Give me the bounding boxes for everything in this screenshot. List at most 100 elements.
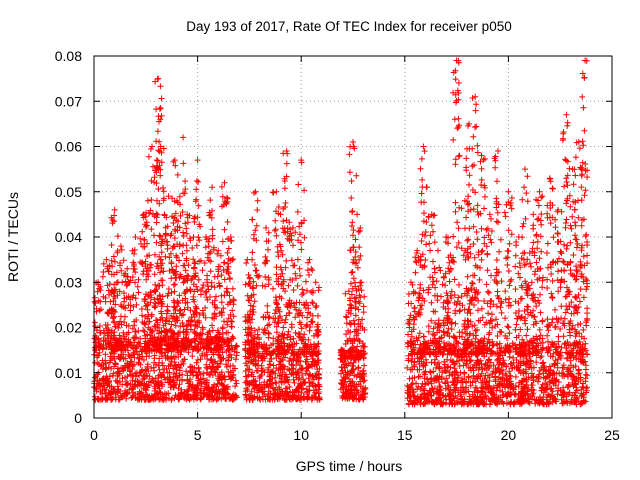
data-point [174,393,181,400]
data-point [96,307,103,314]
data-point [473,101,480,108]
data-point [288,324,295,331]
chart-title: Day 193 of 2017, Rate Of TEC Index for r… [186,19,511,34]
data-point [456,152,463,159]
data-point [243,260,250,266]
data-point [478,225,485,232]
data-point [410,321,417,328]
data-point [488,239,495,246]
data-point [172,354,179,361]
data-point [203,364,210,371]
data-point [187,363,194,370]
data-point [294,256,301,263]
data-point [115,340,122,346]
data-point [124,360,131,367]
data-point [305,259,311,266]
data-point [296,265,303,272]
data-point [430,258,436,265]
data-point [356,227,363,234]
data-point [136,355,143,361]
data-point [455,225,462,232]
data-point [100,327,107,334]
data-point [174,171,181,178]
data-point [251,298,258,305]
data-point [95,361,102,368]
data-point [273,232,280,239]
data-point [138,368,145,375]
data-point [123,322,130,329]
data-point [158,373,165,380]
data-point [470,241,477,247]
data-point [131,361,137,368]
data-point [159,393,166,400]
data-point [503,400,510,406]
data-point [412,269,419,276]
data-point [359,316,366,323]
data-point [179,250,186,257]
data-point [354,264,361,271]
data-point [129,366,136,372]
data-point [193,359,200,366]
data-point [168,354,174,361]
data-point [151,232,157,239]
data-point [194,157,201,164]
data-point [114,369,121,376]
data-point [104,265,111,272]
data-point [184,376,191,383]
data-point [107,298,114,305]
data-point [166,395,172,402]
data-point [466,181,472,188]
data-point [454,219,461,226]
data-point [124,390,131,397]
data-point [355,228,362,235]
data-point [172,281,178,288]
data-point [117,262,123,269]
data-point [131,246,138,253]
data-point [122,364,129,371]
data-point [467,206,474,213]
data-point [223,361,230,368]
data-point [463,155,470,162]
data-point [308,265,315,272]
data-point [139,319,146,326]
data-point [418,155,425,162]
data-point [114,279,121,286]
data-point [272,226,279,233]
data-point [227,369,234,376]
data-point [144,363,151,370]
data-point [178,390,185,397]
data-point [153,391,159,398]
data-point [132,269,139,276]
data-point [283,160,290,167]
data-point [144,393,151,400]
data-point [121,290,127,297]
data-point [113,269,120,276]
data-point [273,188,280,195]
data-point [121,392,127,398]
data-point [161,374,168,381]
data-point [131,334,138,341]
data-point [423,241,430,248]
data-point [112,258,118,265]
data-point [352,305,359,312]
data-point [96,285,103,292]
data-point [493,316,499,323]
data-point [159,282,166,289]
data-point [347,169,353,176]
data-point [493,272,500,279]
data-point [294,208,301,215]
data-point [204,272,211,279]
data-point [139,312,146,319]
data-point [158,350,165,357]
data-point [122,305,129,312]
data-point [123,395,130,402]
data-point [252,227,259,234]
data-point [144,373,151,380]
data-point [116,332,123,339]
data-point [227,395,234,402]
data-point [254,207,261,213]
data-point [115,390,121,397]
data-point [301,234,308,241]
data-point [92,374,99,381]
